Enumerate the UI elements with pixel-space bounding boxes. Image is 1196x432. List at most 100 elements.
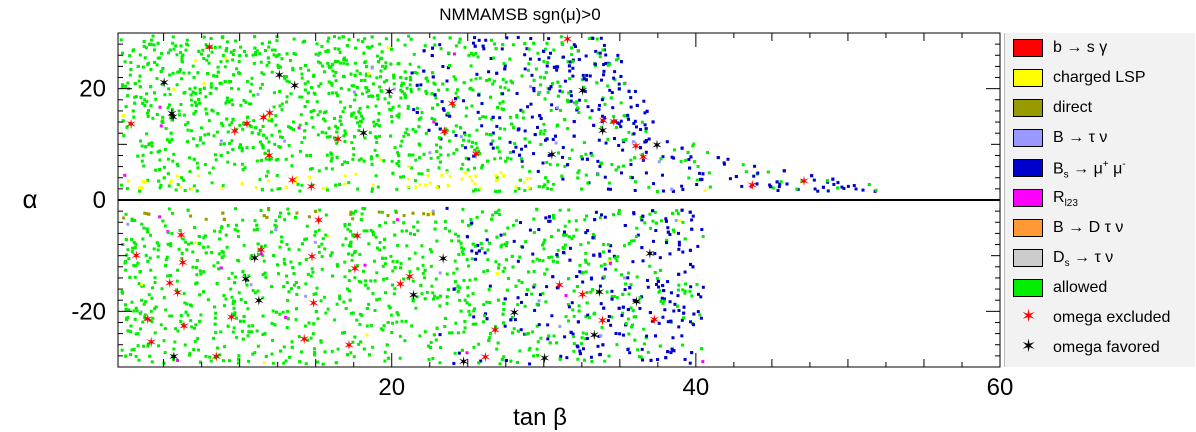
scatter-point	[487, 78, 491, 82]
scatter-point	[121, 114, 125, 118]
scatter-point	[420, 172, 424, 176]
scatter-point	[569, 94, 573, 98]
scatter-point	[641, 158, 645, 162]
scatter-point	[538, 293, 542, 297]
scatter-point	[643, 140, 647, 144]
omega-star: ✶	[798, 173, 810, 189]
scatter-point	[189, 129, 193, 133]
scatter-point	[374, 104, 378, 108]
scatter-point	[235, 335, 239, 339]
scatter-point	[350, 84, 354, 88]
scatter-point	[562, 230, 566, 234]
scatter-point	[435, 239, 439, 243]
scatter-point	[520, 147, 524, 151]
scatter-point	[203, 133, 207, 137]
scatter-point	[288, 59, 292, 63]
scatter-point	[569, 52, 573, 56]
scatter-point	[353, 335, 357, 339]
scatter-point	[568, 77, 572, 81]
scatter-point	[490, 217, 494, 221]
scatter-point	[548, 87, 552, 91]
scatter-point	[630, 325, 634, 329]
scatter-point	[390, 47, 394, 51]
scatter-point	[584, 152, 588, 156]
scatter-point	[825, 179, 829, 183]
scatter-point	[407, 177, 411, 181]
scatter-point	[676, 304, 680, 308]
scatter-point	[484, 38, 488, 42]
scatter-point	[400, 139, 404, 143]
scatter-point	[690, 294, 694, 298]
scatter-point	[456, 95, 460, 99]
scatter-point	[495, 71, 499, 75]
scatter-point	[648, 212, 652, 216]
scatter-point	[373, 279, 377, 283]
scatter-point	[457, 351, 461, 355]
scatter-point	[263, 151, 267, 155]
scatter-point	[408, 232, 412, 236]
scatter-point	[619, 171, 623, 175]
scatter-point	[351, 157, 355, 161]
scatter-point	[255, 49, 259, 53]
scatter-point	[201, 48, 205, 52]
omega-star: ✶	[177, 254, 189, 270]
scatter-point	[314, 310, 318, 314]
scatter-point	[270, 352, 274, 356]
scatter-point	[365, 72, 369, 76]
scatter-point	[192, 75, 196, 79]
scatter-point	[582, 85, 586, 89]
scatter-point	[143, 98, 147, 102]
scatter-point	[243, 166, 247, 170]
scatter-point	[575, 285, 579, 289]
scatter-point	[126, 329, 130, 333]
scatter-point	[226, 130, 230, 134]
scatter-point	[509, 157, 513, 161]
scatter-point	[225, 99, 229, 103]
scatter-point	[500, 357, 504, 361]
scatter-point	[157, 179, 161, 183]
scatter-point	[480, 246, 484, 250]
scatter-point	[629, 96, 633, 100]
scatter-point	[328, 135, 332, 139]
scatter-point	[516, 303, 520, 307]
scatter-point	[508, 57, 512, 61]
scatter-point	[396, 243, 400, 247]
scatter-point	[582, 77, 586, 81]
scatter-point	[259, 60, 263, 64]
scatter-point	[415, 110, 419, 114]
scatter-point	[596, 159, 600, 163]
scatter-point	[545, 285, 549, 289]
omega-star: ✶	[597, 313, 609, 329]
scatter-point	[619, 60, 623, 64]
scatter-point	[509, 79, 513, 83]
scatter-point	[357, 279, 361, 283]
scatter-point	[700, 228, 704, 232]
scatter-point	[369, 279, 373, 283]
scatter-point	[365, 229, 369, 233]
scatter-point	[203, 234, 207, 238]
scatter-point	[397, 154, 401, 158]
scatter-point	[307, 68, 311, 72]
scatter-point	[530, 115, 534, 119]
scatter-point	[378, 85, 382, 89]
scatter-point	[497, 208, 501, 212]
scatter-point	[254, 53, 258, 57]
scatter-point	[170, 231, 174, 235]
scatter-point	[505, 36, 509, 40]
scatter-point	[411, 127, 415, 131]
scatter-point	[286, 299, 290, 303]
scatter-point	[255, 227, 259, 231]
scatter-point	[387, 304, 391, 308]
scatter-point	[633, 338, 637, 342]
scatter-point	[190, 325, 194, 329]
scatter-point	[372, 259, 376, 263]
scatter-point	[199, 313, 203, 317]
scatter-point	[525, 177, 529, 181]
scatter-point	[416, 267, 420, 271]
scatter-point	[607, 259, 611, 263]
scatter-point	[224, 297, 228, 301]
scatter-point	[274, 54, 278, 58]
scatter-point	[256, 242, 260, 246]
scatter-point	[253, 35, 257, 39]
scatter-point	[425, 91, 429, 95]
